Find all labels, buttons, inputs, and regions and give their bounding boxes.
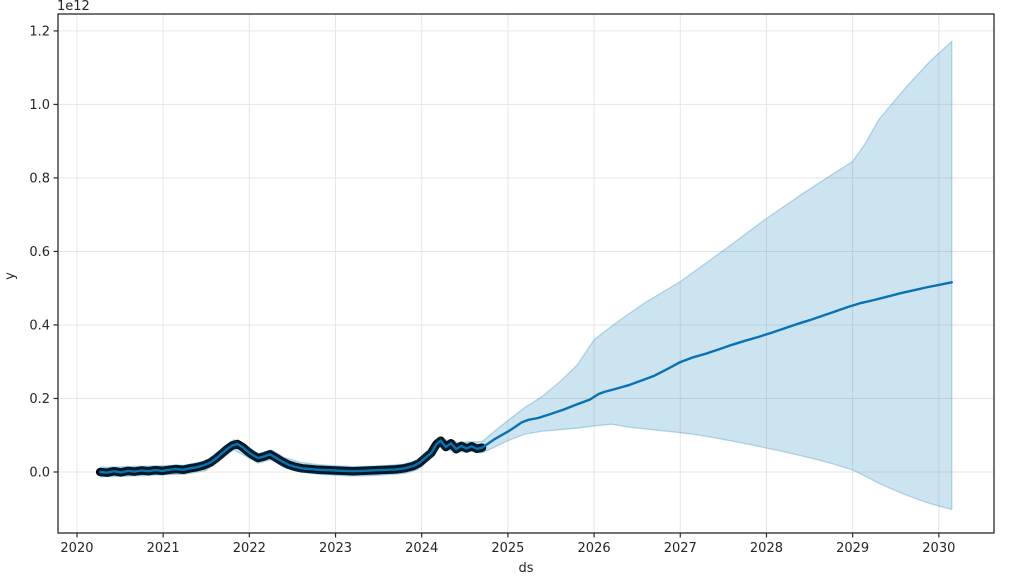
x-tick-label: 2029 (836, 541, 869, 556)
x-tick-label: 2023 (319, 541, 352, 556)
y-tick-label: 1.0 (29, 98, 50, 113)
axes-spines (57, 13, 995, 534)
x-tick-label: 2022 (233, 541, 266, 556)
x-tick-label: 2030 (922, 541, 955, 556)
forecast-line (99, 281, 953, 474)
x-tick-label: 2024 (405, 541, 438, 556)
y-tick-label: 0.6 (29, 245, 50, 260)
x-tick-label: 2021 (147, 541, 180, 556)
x-tick-label: 2026 (578, 541, 611, 556)
y-axis-ticks: 0.0 0.2 0.4 0.6 0.8 1.0 1.2 (29, 24, 58, 480)
y-tick-label: 1.2 (29, 24, 50, 39)
x-tick-label: 2020 (60, 541, 93, 556)
y-tick-label: 0.4 (29, 318, 50, 333)
gridlines (58, 14, 994, 533)
y-tick-label: 0.8 (29, 171, 50, 186)
x-tick-label: 2025 (491, 541, 524, 556)
x-axis-label: ds (518, 561, 534, 576)
y-tick-label: 0.2 (29, 392, 50, 407)
x-tick-label: 2028 (750, 541, 783, 556)
x-axis-ticks: 2020 2021 2022 2023 2024 2025 2026 2027 2028 2029… (60, 533, 955, 556)
y-axis-label: y (3, 272, 18, 280)
y-axis-offset-text: 1e12 (57, 0, 90, 14)
uncertainty-band (99, 40, 953, 511)
x-tick-label: 2027 (664, 541, 697, 556)
y-tick-label: 0.0 (29, 465, 50, 480)
